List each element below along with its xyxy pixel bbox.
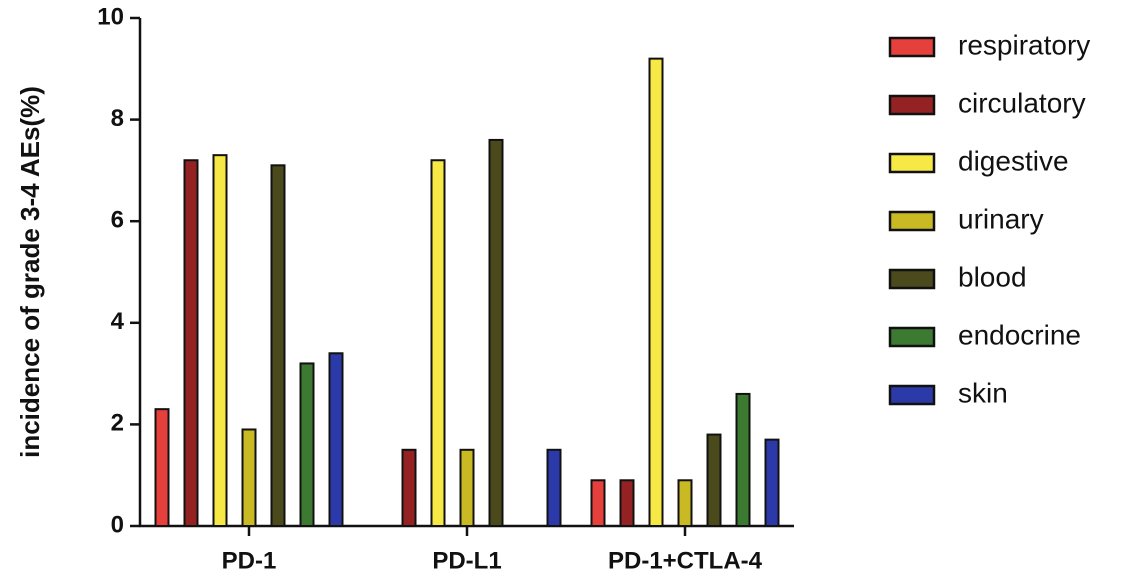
legend-label: skin (958, 377, 1008, 408)
x-tick-label: PD-L1 (432, 547, 501, 574)
bar (648, 57, 664, 527)
bar (270, 164, 286, 527)
bar (241, 428, 257, 528)
y-tick-label: 6 (111, 207, 124, 234)
bar (735, 392, 751, 528)
legend-label: circulatory (958, 87, 1086, 118)
bar (430, 159, 446, 528)
y-tick-label: 8 (111, 105, 124, 132)
bar (183, 159, 199, 528)
y-tick-label: 2 (111, 410, 124, 437)
y-axis-label: incidence of grade 3-4 AEs(%) (15, 86, 45, 458)
legend-swatch (888, 152, 936, 174)
legend-swatch (888, 210, 936, 232)
y-tick-label: 4 (111, 308, 125, 335)
legend-swatch (888, 94, 936, 116)
legend-label: digestive (958, 145, 1069, 176)
legend-swatch (888, 326, 936, 348)
bar (546, 448, 562, 527)
bar (619, 479, 635, 527)
bar (488, 138, 504, 527)
x-tick-label: PD-1 (222, 547, 277, 574)
bar (590, 479, 606, 527)
bar (328, 352, 344, 527)
legend-label: respiratory (958, 29, 1090, 60)
bar (401, 448, 417, 527)
bar (299, 362, 315, 527)
legend-swatch (888, 36, 936, 58)
y-tick-label: 10 (97, 3, 124, 30)
legend-swatch (888, 268, 936, 290)
bar (677, 479, 693, 527)
bar (212, 154, 228, 527)
legend-label: blood (958, 261, 1027, 292)
bar (459, 448, 475, 527)
x-tick-label: PD-1+CTLA-4 (608, 547, 763, 574)
legend-swatch (888, 384, 936, 406)
bar (154, 408, 170, 527)
y-tick-label: 0 (111, 511, 124, 538)
legend-label: urinary (958, 203, 1044, 234)
bar (706, 433, 722, 527)
legend-label: endocrine (958, 319, 1081, 350)
bar (764, 438, 780, 528)
